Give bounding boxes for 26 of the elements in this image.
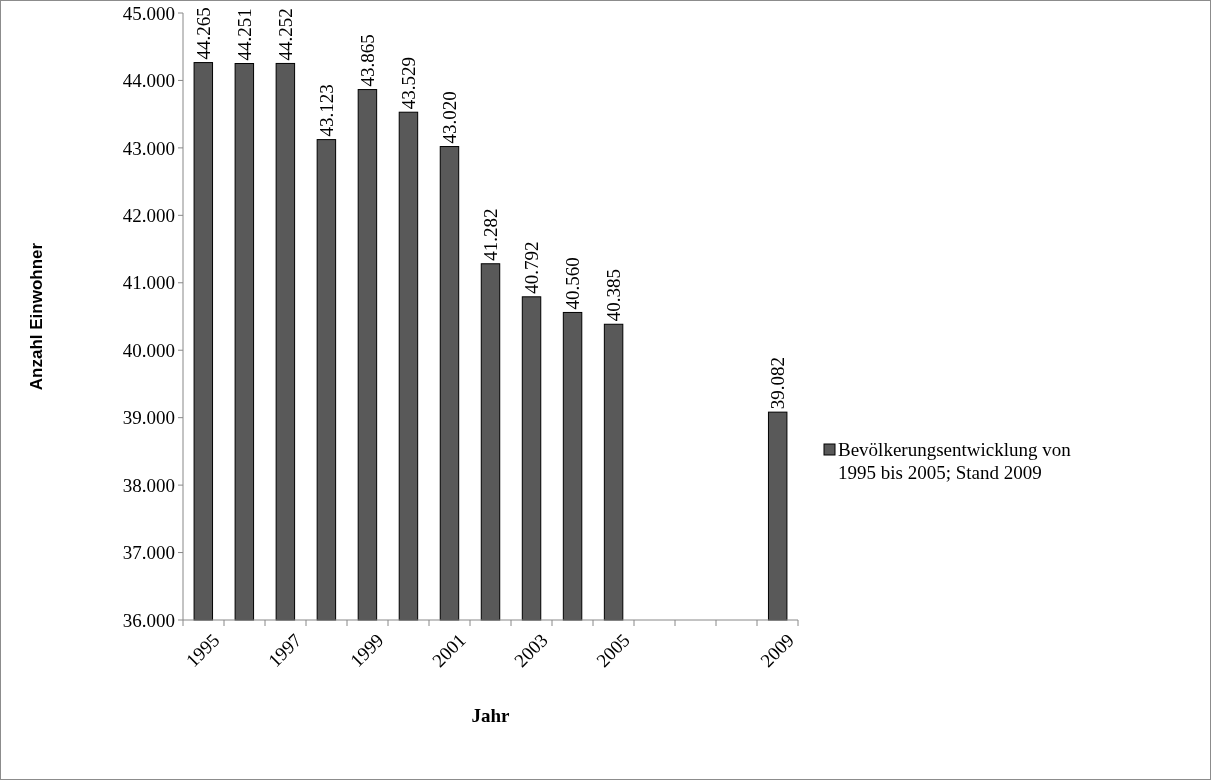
x-tick-label: 1999 — [345, 629, 388, 672]
data-label: 40.792 — [521, 241, 543, 294]
y-tick-label: 42.000 — [122, 204, 175, 226]
data-label: 44.252 — [275, 8, 297, 61]
data-label: 44.265 — [192, 7, 214, 60]
y-tick-label: 36.000 — [122, 609, 175, 631]
x-axis-title: Jahr — [471, 705, 511, 726]
data-label: 40.560 — [562, 257, 584, 310]
y-tick-label: 38.000 — [122, 474, 175, 496]
y-tick-label: 44.000 — [122, 70, 175, 92]
y-tick-label: 45.000 — [122, 2, 175, 24]
data-label: 43.020 — [439, 91, 461, 144]
data-label: 43.865 — [357, 34, 379, 87]
y-tick-label: 40.000 — [122, 339, 175, 361]
data-label: 43.123 — [316, 84, 338, 137]
y-axis-title: Anzahl Einwohner — [27, 242, 46, 391]
y-tick-label: 39.000 — [122, 407, 175, 429]
y-tick-label: 37.000 — [122, 542, 175, 564]
data-label: 44.251 — [233, 8, 255, 61]
data-label: 40.385 — [603, 269, 625, 322]
data-label: 43.529 — [398, 56, 420, 110]
legend-label: Bevölkerungsentwicklung von 1995 bis 2005; Stand 2009 — [838, 439, 1072, 483]
y-tick-label: 43.000 — [122, 137, 175, 159]
y-tick-label: 41.000 — [122, 272, 175, 294]
data-label: 39.082 — [767, 356, 789, 410]
data-label: 41.282 — [480, 208, 502, 261]
